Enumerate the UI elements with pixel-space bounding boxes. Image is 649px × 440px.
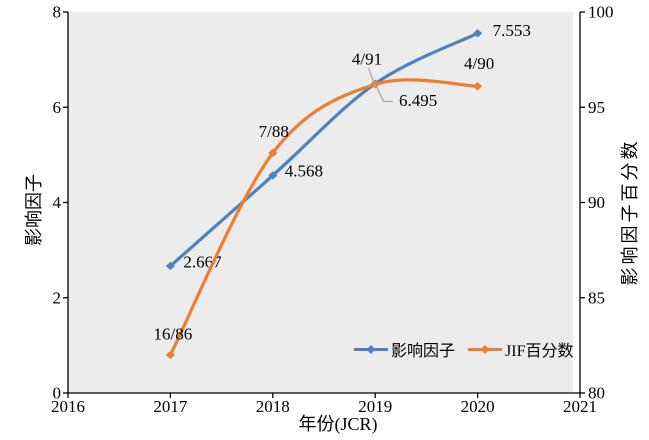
data-label-impact-factor: 4.568 xyxy=(285,161,323,180)
data-point-marker-jif-percentile xyxy=(473,82,483,91)
y-axis-left-tick-label: 4 xyxy=(53,193,62,212)
y-axis-right-tick-label: 80 xyxy=(588,384,605,403)
legend-swatch-impact-factor xyxy=(354,344,388,354)
series-line-jif-percentile xyxy=(168,78,480,357)
x-axis-tick-label: 2019 xyxy=(358,397,392,416)
y-axis-right-tick-label: 90 xyxy=(588,193,605,212)
y-axis-left-tick-label: 0 xyxy=(53,384,62,403)
x-axis-tick-label: 2020 xyxy=(461,397,495,416)
label-leader-line xyxy=(367,67,377,88)
data-point-marker-impact-factor xyxy=(165,261,175,271)
y-axis-left-tick-label: 2 xyxy=(53,288,62,307)
legend: 影响因子 JIF百分数 xyxy=(354,337,573,361)
y-axis-title-left: 影响因子 xyxy=(24,174,44,246)
data-point-marker-jif-percentile xyxy=(370,80,380,89)
legend-swatch-jif-percentile xyxy=(468,344,503,354)
y-axis-left-tick-label: 8 xyxy=(53,3,62,22)
y-axis-right-tick-label: 85 xyxy=(588,288,605,307)
legend-item-jif-percentile: JIF百分数 xyxy=(468,337,573,361)
x-axis-tick-label: 2018 xyxy=(256,397,290,416)
data-label-jif-percentile: 16/86 xyxy=(154,324,193,343)
data-label-jif-percentile: 4/90 xyxy=(464,54,494,73)
series-line-impact-factor xyxy=(168,31,480,268)
data-label-jif-percentile: 4/91 xyxy=(352,50,382,69)
x-axis-tick-label: 2016 xyxy=(51,397,85,416)
legend-label-jif-percentile: JIF百分数 xyxy=(505,343,574,360)
y-axis-left-tick-label: 6 xyxy=(53,98,62,117)
data-point-marker-impact-factor xyxy=(268,171,278,180)
y-axis-right-tick-label: 100 xyxy=(588,3,614,22)
data-point-marker-jif-percentile xyxy=(268,148,278,158)
x-axis-tick-label: 2021 xyxy=(563,397,597,416)
legend-item-impact-factor: 影响因子 xyxy=(354,337,455,361)
data-point-marker-jif-percentile xyxy=(165,350,175,360)
x-axis-title: 年份(JCR) xyxy=(298,414,378,434)
label-leader-line xyxy=(374,83,393,103)
plot-background xyxy=(68,12,573,393)
data-label-impact-factor: 7.553 xyxy=(493,21,531,40)
data-point-marker-impact-factor xyxy=(473,29,483,38)
data-label-impact-factor: 6.495 xyxy=(399,91,437,110)
y-axis-right-tick-label: 95 xyxy=(588,98,605,117)
x-axis-tick-label: 2017 xyxy=(153,397,188,416)
legend-label-impact-factor: 影响因子 xyxy=(391,343,456,360)
y-axis-title-right: 影响因子百分数 xyxy=(620,138,640,286)
data-label-jif-percentile: 7/88 xyxy=(259,122,289,141)
